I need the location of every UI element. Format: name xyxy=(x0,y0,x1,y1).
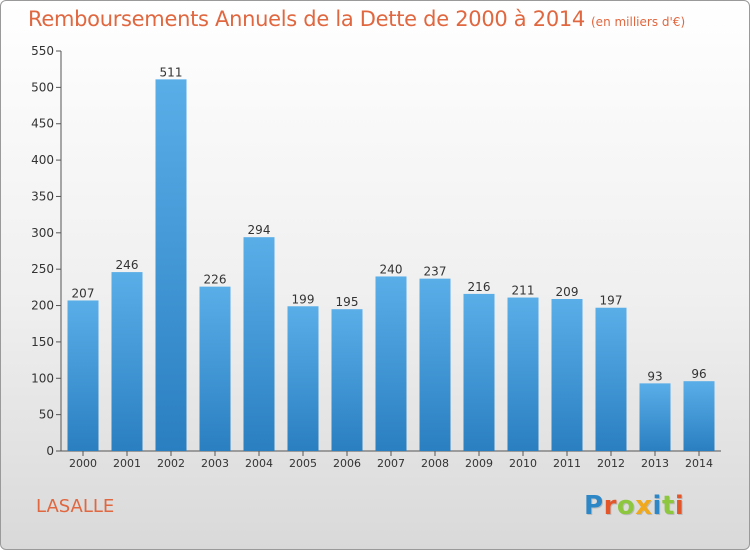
logo-letter: P xyxy=(584,491,604,521)
bar-2008 xyxy=(419,278,451,451)
x-tick-label: 2012 xyxy=(597,457,625,470)
data-label-2011: 209 xyxy=(556,285,579,299)
x-tick-label: 2013 xyxy=(641,457,669,470)
bar-2012 xyxy=(595,307,627,451)
x-tick-label: 2014 xyxy=(685,457,713,470)
bar-2003 xyxy=(199,286,231,451)
x-axis: 2000 2001 2002 2003 2004 2005 2006 2007 2008 2009… xyxy=(61,450,721,470)
bar-2013 xyxy=(639,383,671,451)
x-tick-label: 2008 xyxy=(421,457,449,470)
x-tick-label: 2001 xyxy=(113,457,141,470)
bar-2000 xyxy=(67,300,99,451)
bar-2007 xyxy=(375,276,407,451)
bar-2009 xyxy=(463,293,495,451)
x-tick-label: 2004 xyxy=(245,457,273,470)
x-tick-label: 2010 xyxy=(509,457,537,470)
chart-title-text: Remboursements Annuels de la Dette de 20… xyxy=(28,7,585,31)
data-label-2012: 197 xyxy=(600,294,623,308)
bar-2005 xyxy=(287,306,319,451)
data-label-2005: 199 xyxy=(292,292,315,306)
data-labels-group: 207 246 511 226 294 199 195 240 237 216 211 209 197 9… xyxy=(72,65,707,383)
x-tick-label: 2003 xyxy=(201,457,229,470)
y-tick-label: 0 xyxy=(46,444,54,458)
data-label-2009: 216 xyxy=(468,280,491,294)
y-tick-label: 450 xyxy=(31,117,54,131)
bar-2001 xyxy=(111,272,143,451)
bar-2004 xyxy=(243,237,275,451)
y-tick-label: 400 xyxy=(31,153,54,167)
x-tick-label: 2005 xyxy=(289,457,317,470)
bar-2014 xyxy=(683,381,715,451)
data-label-2000: 207 xyxy=(72,286,95,300)
chart-title: Remboursements Annuels de la Dette de 20… xyxy=(28,7,685,31)
data-label-2002: 511 xyxy=(160,65,183,79)
y-tick-label: 50 xyxy=(39,408,54,422)
logo-letter: x xyxy=(635,491,653,521)
x-tick-label: 2011 xyxy=(553,457,581,470)
data-label-2003: 226 xyxy=(204,273,227,287)
bar-2010 xyxy=(507,297,539,451)
data-label-2008: 237 xyxy=(424,265,447,279)
commune-name: LASALLE xyxy=(36,496,115,517)
x-tick-label: 2002 xyxy=(157,457,185,470)
data-label-2013: 93 xyxy=(647,369,662,383)
y-tick-label: 150 xyxy=(31,335,54,349)
bar-2011 xyxy=(551,299,583,451)
x-tick-label: 2006 xyxy=(333,457,361,470)
y-tick-label: 100 xyxy=(31,371,54,385)
chart-subtitle: (en milliers d'€) xyxy=(591,15,686,29)
x-tick-label: 2009 xyxy=(465,457,493,470)
y-axis: 0 50 100 150 200 250 300 350 400 450 500 550 xyxy=(31,44,62,458)
data-label-2001: 246 xyxy=(116,258,139,272)
logo-letter: r xyxy=(603,491,617,521)
logo-letter: i xyxy=(652,491,662,521)
y-tick-label: 500 xyxy=(31,80,54,94)
logo-letter: t xyxy=(661,491,675,521)
data-label-2010: 211 xyxy=(512,284,535,298)
data-label-2007: 240 xyxy=(380,262,403,276)
proxiti-logo: Proxiti xyxy=(584,491,684,521)
y-tick-label: 200 xyxy=(31,299,54,313)
y-tick-label: 250 xyxy=(31,262,54,276)
data-label-2004: 294 xyxy=(248,223,271,237)
logo-letter: o xyxy=(616,491,636,521)
logo-letter: i xyxy=(674,491,685,521)
x-tick-label: 2000 xyxy=(69,457,97,470)
y-tick-label: 350 xyxy=(31,189,54,203)
y-tick-label: 550 xyxy=(31,44,54,58)
x-tick-label: 2007 xyxy=(377,457,405,470)
bar-2006 xyxy=(331,309,363,451)
data-label-2006: 195 xyxy=(336,295,359,309)
bars-group xyxy=(67,79,715,451)
data-label-2014: 96 xyxy=(691,367,706,381)
y-tick-label: 300 xyxy=(31,226,54,240)
bar-2002 xyxy=(155,79,187,451)
